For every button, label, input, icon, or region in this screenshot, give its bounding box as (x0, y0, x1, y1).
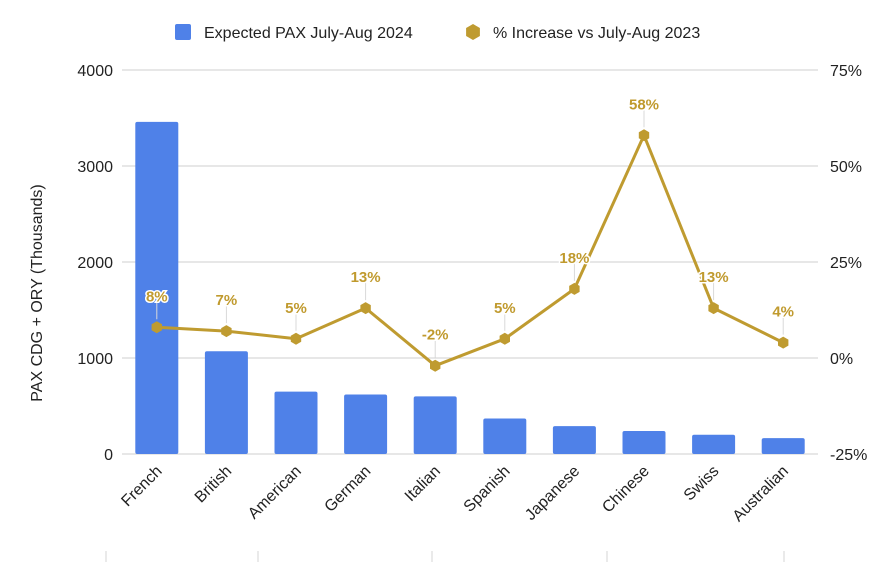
data-label: 58% (629, 96, 659, 113)
bar (204, 351, 248, 454)
x-tick-label: Italian (402, 463, 444, 505)
bar (622, 430, 666, 454)
legend-swatch-bars (175, 24, 191, 40)
right-axis: -25% 0% 25% 50% 75% (830, 63, 867, 464)
data-label: 18% (559, 250, 589, 267)
y2-tick-label: -25% (830, 447, 867, 464)
bar (344, 394, 388, 454)
legend-swatch-line (466, 24, 480, 40)
data-label: 4% (772, 304, 794, 321)
line-point (708, 302, 719, 315)
data-label: 13% (699, 269, 729, 286)
x-tick-label: Australian (730, 463, 792, 525)
y-tick-label: 3000 (77, 159, 113, 176)
line-point (569, 282, 580, 295)
line-point (290, 332, 302, 345)
line-point (638, 129, 650, 142)
y-tick-label: 0 (104, 447, 113, 464)
line-point (360, 302, 371, 315)
y-tick-label: 4000 (77, 63, 113, 80)
x-tick-label: British (192, 463, 235, 506)
left-axis: 0 1000 2000 3000 4000 (77, 63, 113, 464)
x-tick-label: American (245, 463, 305, 523)
bar-series (135, 121, 805, 454)
data-label: 7% (216, 292, 238, 309)
y2-tick-label: 0% (830, 351, 853, 368)
bar (483, 418, 527, 454)
line-point (221, 325, 232, 338)
bar (413, 396, 457, 454)
line-point (778, 336, 789, 349)
data-label: 5% (285, 300, 307, 317)
x-tick-label: Chinese (599, 463, 653, 517)
legend-label-bars: Expected PAX July-Aug 2024 (204, 25, 413, 42)
line-point (430, 359, 441, 372)
bottom-ticks (105, 551, 785, 562)
bar (552, 426, 596, 454)
y2-tick-label: 75% (830, 63, 862, 80)
line-point (499, 332, 510, 345)
data-label: 8% (146, 288, 168, 305)
line-point (151, 321, 162, 334)
y-tick-label: 1000 (77, 351, 113, 368)
y2-tick-label: 25% (830, 255, 862, 272)
legend-label-line: % Increase vs July-Aug 2023 (493, 25, 700, 42)
bar (692, 434, 736, 454)
x-axis: French British American German Italian Spanis… (118, 463, 792, 525)
bar (274, 391, 318, 454)
x-tick-label: Japanese (522, 463, 583, 524)
data-label: 5% (494, 300, 516, 317)
bar (135, 121, 179, 454)
bar (761, 438, 805, 454)
legend: Expected PAX July-Aug 2024 % Increase vs… (175, 24, 700, 42)
x-tick-label: Swiss (681, 463, 723, 505)
x-tick-label: German (322, 463, 375, 516)
line-series: 8% 7% 5% 13% -2% 5% 18% 58% 13% 4% (144, 95, 796, 372)
data-label: 13% (351, 269, 381, 286)
x-tick-label: Spanish (461, 463, 514, 516)
data-label: -2% (422, 327, 449, 344)
y-tick-label: 2000 (77, 255, 113, 272)
series-line (156, 133, 784, 368)
y-axis-label: PAX CDG + ORY (Thousands) (29, 184, 46, 401)
y2-tick-label: 50% (830, 159, 862, 176)
x-tick-label: French (118, 463, 165, 510)
